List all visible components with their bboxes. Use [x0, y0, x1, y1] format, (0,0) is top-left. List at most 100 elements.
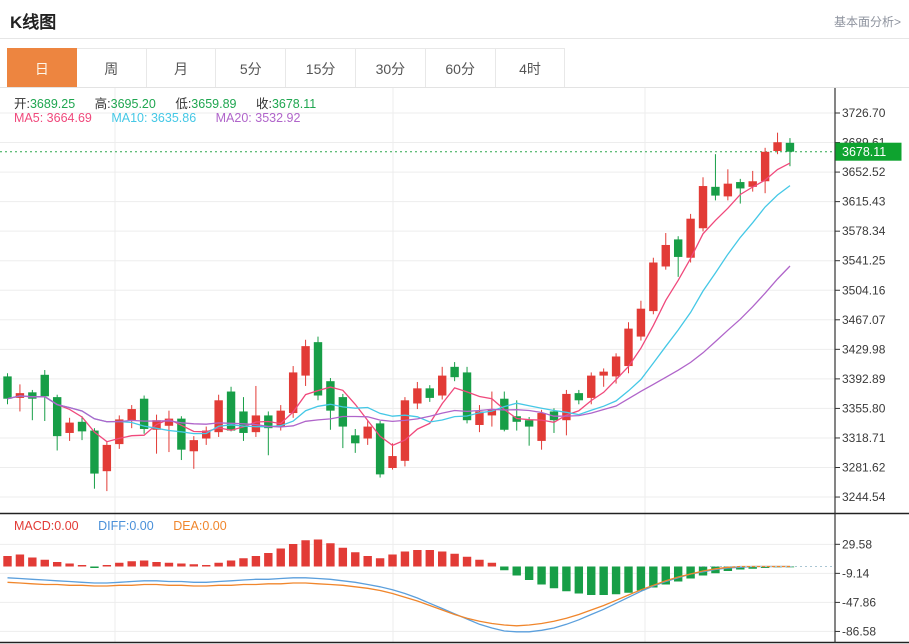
macd-bar: [686, 566, 695, 579]
macd-bar: [65, 563, 74, 567]
candle-body: [462, 372, 472, 421]
axis-tick-label: 3504.16: [842, 283, 886, 297]
candle-body: [438, 375, 447, 396]
ma10-line: [7, 185, 791, 435]
open-label: 开:: [14, 97, 30, 111]
axis-tick-label: -9.14: [842, 566, 870, 580]
candle-body: [413, 388, 422, 404]
macd-bar: [152, 562, 161, 567]
tab-period-5[interactable]: 30分: [355, 48, 426, 88]
candle-body: [388, 456, 397, 469]
axis-tick-label: 3726.70: [842, 106, 886, 120]
macd-bar: [438, 551, 447, 567]
macd-bar: [189, 564, 198, 567]
candle-body: [239, 411, 248, 433]
current-price-badge-text: 3678.11: [842, 145, 886, 159]
macd-bar: [202, 565, 211, 567]
candle-body: [276, 410, 285, 427]
axis-tick-label: 3615.43: [842, 195, 886, 209]
macd-bar: [363, 556, 372, 567]
macd-bar: [413, 550, 422, 567]
candle-body: [673, 239, 683, 257]
macd-bar: [251, 556, 261, 567]
macd-bar: [500, 566, 509, 571]
candle-body: [313, 342, 323, 396]
axis-tick-label: 3652.52: [842, 165, 886, 179]
candle-body: [711, 186, 720, 196]
macd-value: 0.00: [54, 519, 79, 533]
macd-bar: [288, 544, 298, 567]
low-value: 3659.89: [191, 97, 237, 111]
macd-bar: [611, 566, 621, 595]
tab-period-6[interactable]: 60分: [425, 48, 496, 88]
macd-bar: [338, 547, 348, 567]
macd-row: MACD:0.00 DIFF:0.00 DEA:0.00: [14, 519, 243, 533]
macd-bar: [636, 566, 646, 591]
candle-body: [326, 381, 335, 411]
macd-bar: [102, 565, 112, 567]
tab-period-4[interactable]: 15分: [286, 48, 356, 88]
candle-body: [723, 183, 733, 197]
fundamental-analysis-link[interactable]: 基本面分析>: [833, 15, 901, 29]
macd-bar: [400, 551, 410, 567]
ma10-label: MA10:: [111, 111, 148, 125]
tab-underline: [0, 87, 909, 88]
macd-bar: [226, 560, 236, 567]
macd-label: MACD:: [14, 519, 55, 533]
candle-body: [351, 435, 360, 444]
macd-bar: [276, 548, 285, 567]
macd-bar: [549, 566, 559, 589]
candle-body: [40, 374, 49, 397]
macd-bar: [127, 561, 136, 567]
candle-body: [189, 440, 198, 452]
tab-period-1[interactable]: 周: [76, 48, 147, 88]
candle-body: [587, 375, 596, 398]
macd-bar: [624, 566, 633, 593]
candle-body: [450, 366, 459, 378]
candle-body: [375, 423, 385, 475]
axis-tick-label: 29.58: [842, 537, 872, 551]
candle-body: [475, 411, 484, 425]
candle-body: [288, 372, 298, 414]
candle-body: [785, 142, 795, 152]
candle-body: [52, 397, 62, 437]
axis-tick-label: -86.58: [842, 624, 876, 638]
macd-bar: [28, 557, 37, 567]
macd-bar: [736, 566, 745, 570]
candle-body: [301, 346, 310, 376]
macd-bar: [574, 566, 584, 594]
tab-period-3[interactable]: 5分: [216, 48, 287, 88]
macd-panel[interactable]: [3, 539, 835, 633]
candle-body: [574, 393, 584, 401]
candle-body: [28, 392, 37, 399]
tab-period-7[interactable]: 4时: [495, 48, 566, 88]
dea-label: DEA:: [173, 519, 203, 533]
macd-bar: [115, 562, 124, 567]
candle-body: [537, 413, 546, 441]
candle-body: [251, 415, 261, 433]
macd-bar: [723, 566, 733, 571]
axis-tick-label: 3578.34: [842, 224, 886, 238]
ma5-value: 3664.69: [46, 111, 92, 125]
diff-line: [7, 565, 790, 633]
axis-tick-label: -47.86: [842, 595, 876, 609]
macd-bar: [562, 566, 571, 592]
tab-period-2[interactable]: 月: [146, 48, 217, 88]
macd-bar: [301, 540, 310, 567]
candle-body: [698, 186, 708, 229]
macd-bar: [214, 562, 223, 567]
candle-body: [649, 262, 658, 312]
macd-bar: [587, 566, 596, 595]
candle-body: [115, 419, 124, 445]
tab-period-0[interactable]: 日: [7, 48, 77, 88]
candle-body: [487, 409, 497, 416]
ma20-line: [7, 265, 791, 428]
candlestick-panel[interactable]: [0, 132, 835, 492]
axis-tick-label: 3244.54: [842, 490, 886, 504]
macd-bar: [475, 559, 484, 567]
axis-tick-label: 3541.25: [842, 254, 886, 268]
macd-bar: [487, 562, 497, 567]
macd-bar: [52, 562, 62, 567]
